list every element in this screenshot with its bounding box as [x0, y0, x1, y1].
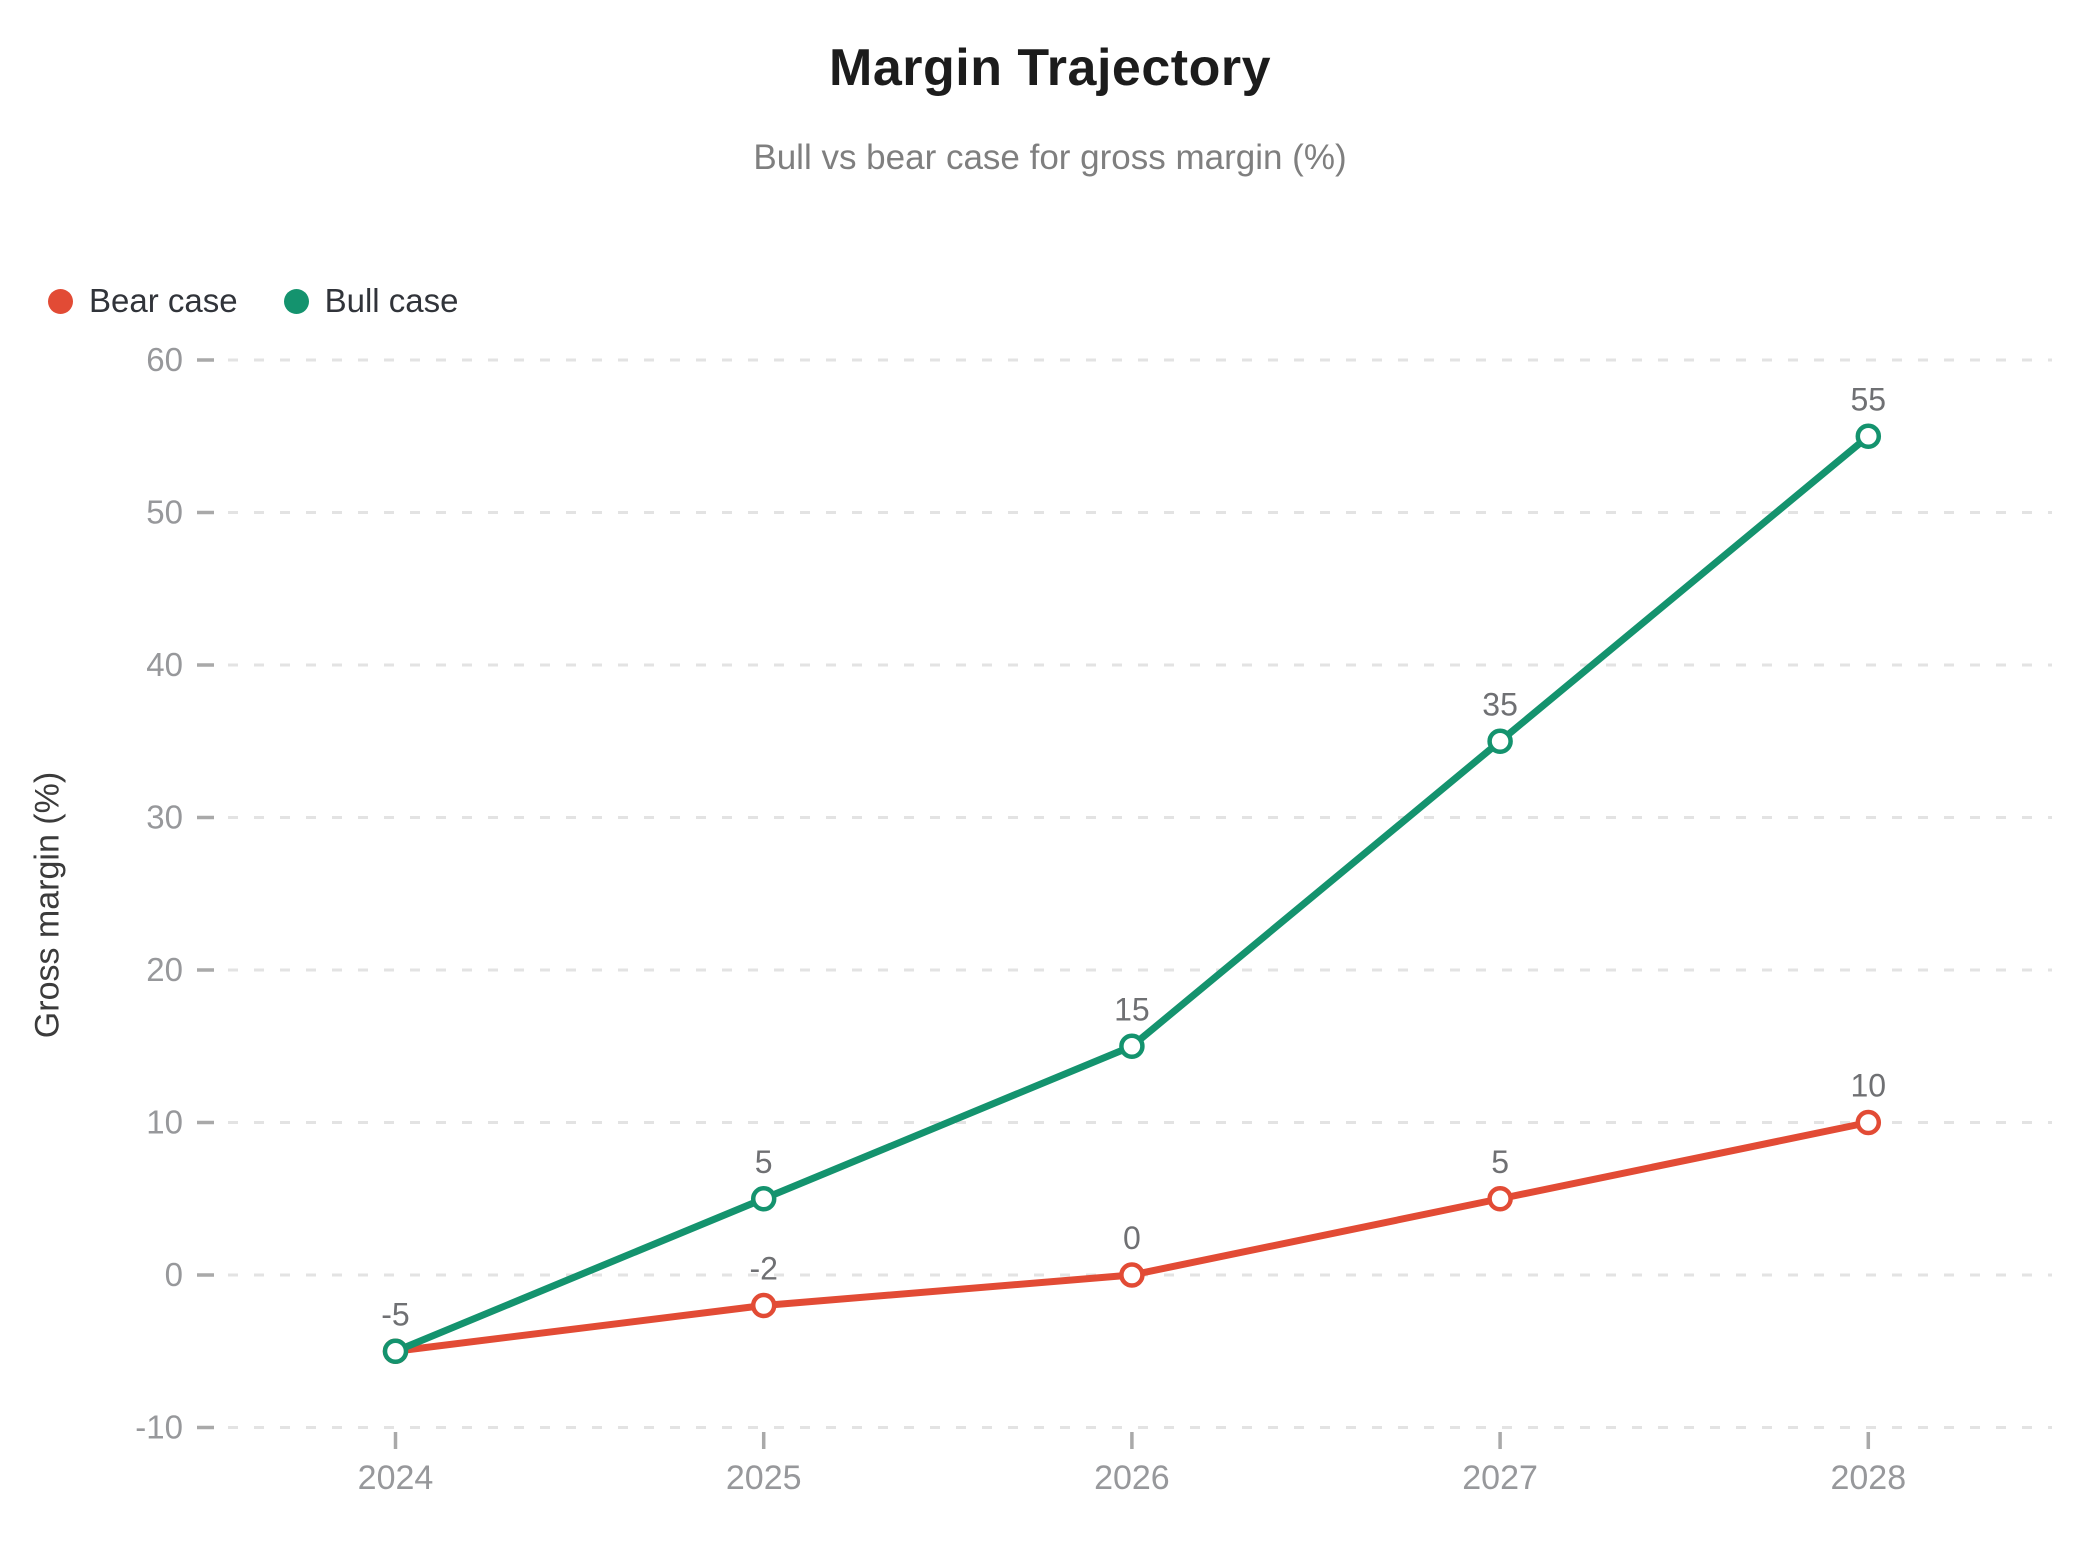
x-tick-label: 2027: [1462, 1459, 1538, 1497]
data-point-label: -5: [381, 1296, 409, 1332]
data-point-label: 15: [1114, 991, 1150, 1027]
chart-title: Margin Trajectory: [829, 39, 1271, 97]
series-lines: [392, 432, 1872, 1355]
data-point-label: -2: [749, 1251, 777, 1287]
data-point[interactable]: [382, 1338, 409, 1364]
legend-label: Bear case: [89, 282, 238, 319]
y-tick-label: 20: [146, 951, 183, 988]
series-points: [382, 423, 1882, 1364]
data-point[interactable]: [750, 1292, 777, 1319]
data-point[interactable]: [750, 1186, 777, 1212]
legend-label: Bull case: [324, 282, 459, 319]
bull-case-dot-icon: [283, 288, 309, 314]
data-point-label: 35: [1482, 686, 1518, 722]
data-point-label: 55: [1851, 381, 1887, 417]
y-tick-label: -10: [135, 1409, 183, 1446]
chart-subtitle: Bull vs bear case for gross margin (%): [753, 138, 1347, 177]
data-labels: -5 -2 0 5 10 5 15 35 55: [381, 381, 1886, 1332]
data-point[interactable]: [1855, 423, 1882, 449]
x-axis-labels: 2024 2025 2026 2027 2028: [358, 1459, 1906, 1497]
x-tick-label: 2024: [358, 1459, 434, 1497]
data-point[interactable]: [1487, 728, 1513, 754]
data-point[interactable]: [1119, 1033, 1145, 1059]
data-point-label: 5: [755, 1144, 773, 1180]
x-tick-label: 2025: [726, 1459, 802, 1497]
y-axis-ticks: [197, 358, 214, 1430]
y-tick-label: 40: [146, 646, 183, 683]
y-tick-label: 0: [165, 1256, 183, 1293]
data-point[interactable]: [1487, 1186, 1513, 1212]
line-bull-case: [392, 432, 1872, 1355]
y-tick-label: 60: [146, 341, 183, 378]
legend-item-bear-case[interactable]: Bear case: [48, 282, 238, 320]
data-point-label: 10: [1851, 1068, 1887, 1104]
x-tick-label: 2026: [1094, 1459, 1170, 1497]
y-axis-labels: -10 0 10 20 30 40 50 60: [135, 341, 183, 1446]
data-point[interactable]: [1119, 1262, 1145, 1288]
legend: Bear case Bull case: [48, 282, 459, 320]
y-tick-label: 50: [146, 494, 183, 531]
y-tick-label: 10: [146, 1104, 183, 1141]
x-axis-ticks: [393, 1432, 1871, 1449]
legend-item-bull-case[interactable]: Bull case: [283, 282, 459, 320]
bear-case-dot-icon: [48, 288, 73, 314]
y-tick-label: 30: [146, 799, 183, 836]
data-point-label: 5: [1491, 1144, 1509, 1180]
x-tick-label: 2028: [1830, 1459, 1906, 1497]
data-point[interactable]: [1855, 1109, 1882, 1136]
data-point-label: 0: [1123, 1220, 1141, 1256]
